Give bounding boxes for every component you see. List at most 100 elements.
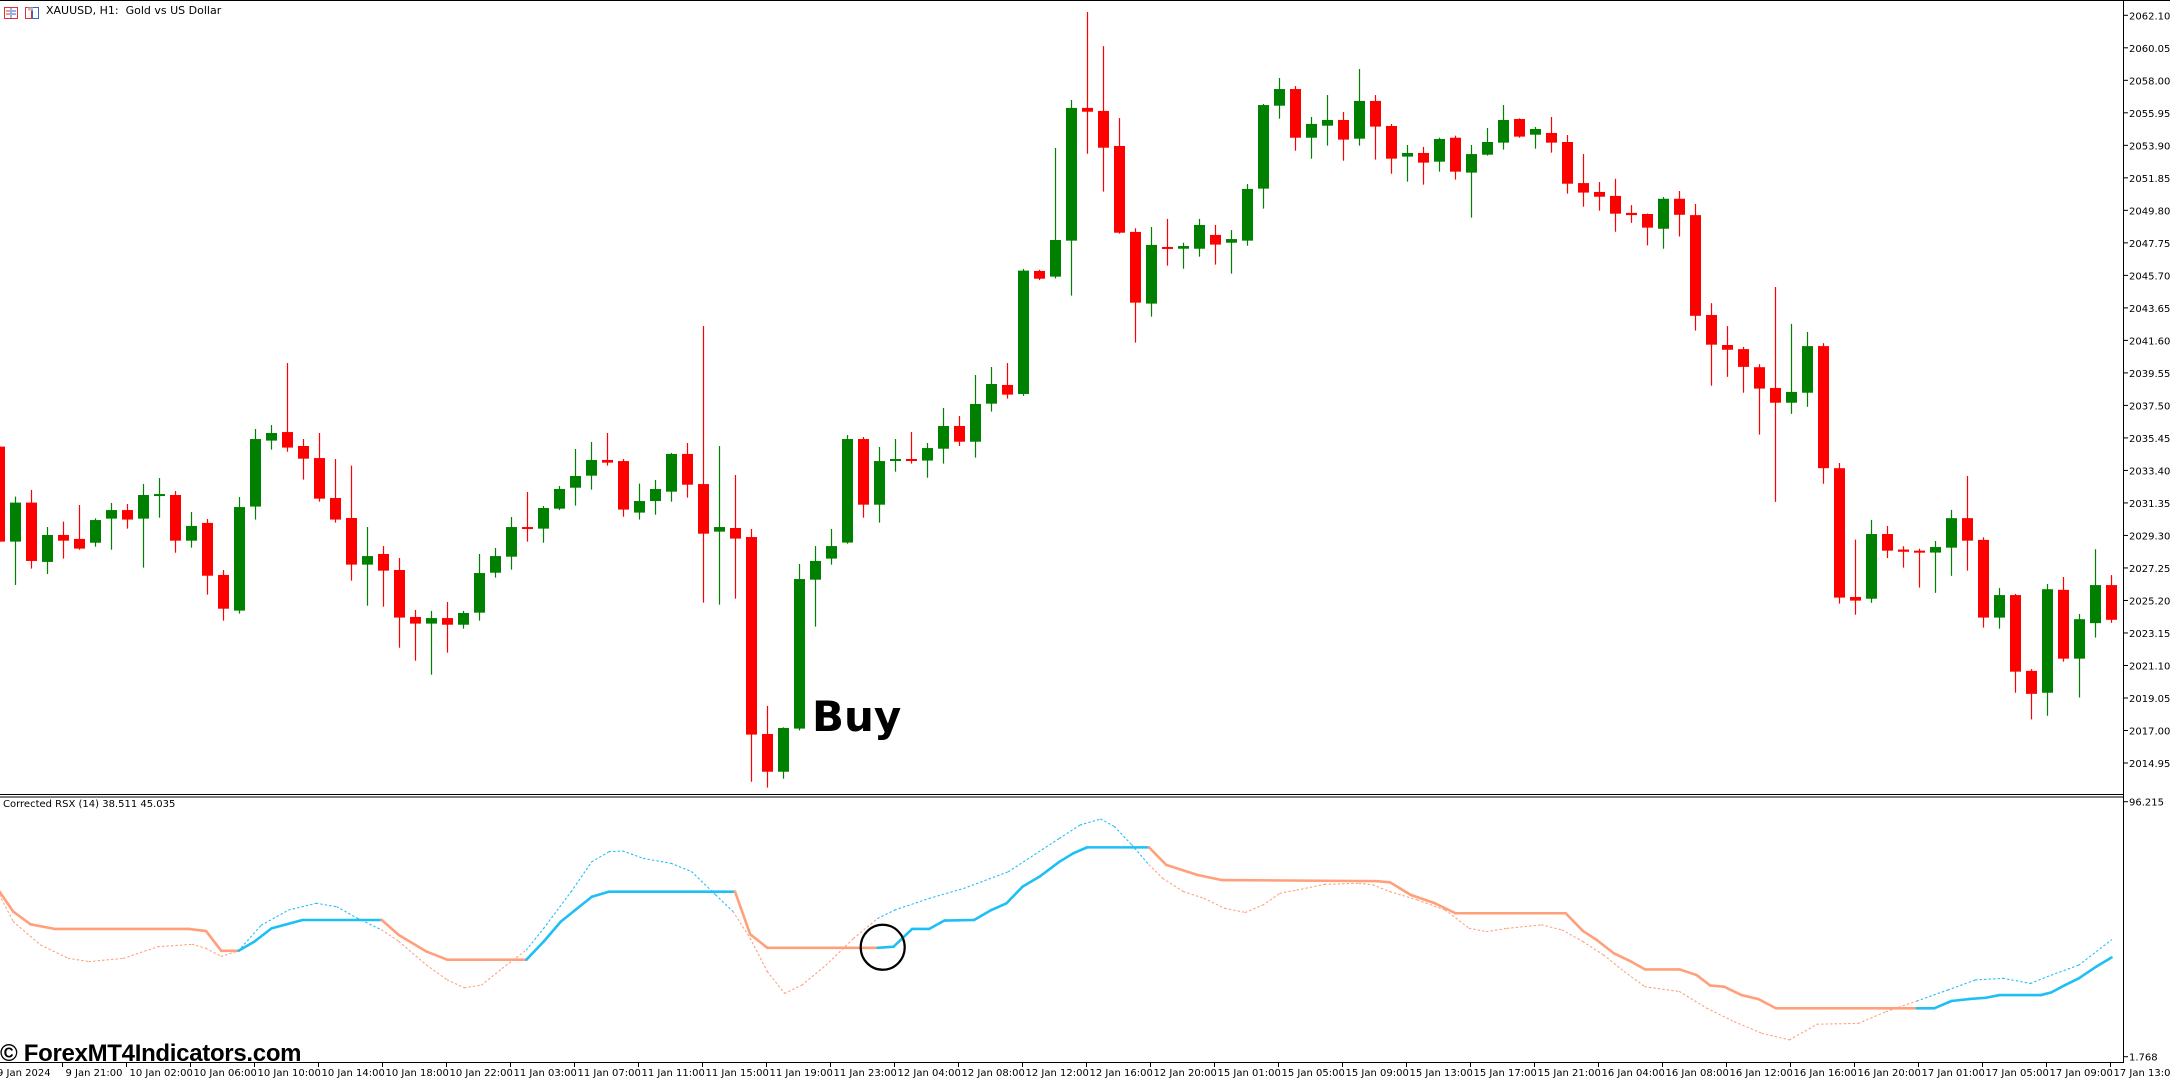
candle[interactable] (618, 459, 629, 517)
candle[interactable] (1338, 112, 1349, 161)
candle[interactable] (1034, 269, 1045, 281)
candle[interactable] (1386, 123, 1397, 174)
candle[interactable] (250, 429, 261, 520)
candle[interactable] (922, 442, 933, 478)
candle[interactable] (1450, 135, 1461, 180)
candle[interactable] (1674, 191, 1685, 237)
candle[interactable] (1514, 118, 1525, 138)
candle[interactable] (426, 610, 437, 675)
candle[interactable] (1802, 331, 1813, 407)
candle[interactable] (58, 521, 69, 559)
candle[interactable] (1146, 227, 1157, 317)
candle[interactable] (1434, 137, 1445, 172)
candle[interactable] (442, 602, 453, 653)
candle[interactable] (1946, 509, 1957, 576)
candle[interactable] (730, 475, 741, 599)
indicator-axis[interactable]: 96.215 1.768 (2123, 798, 2164, 1064)
candle[interactable] (394, 557, 405, 648)
candle[interactable] (810, 546, 821, 627)
candle[interactable] (346, 465, 357, 581)
candle[interactable] (1498, 105, 1509, 150)
candle[interactable] (874, 446, 885, 523)
candle[interactable] (1562, 135, 1573, 194)
candle[interactable] (986, 367, 997, 412)
candle[interactable] (474, 553, 485, 621)
candle[interactable] (1274, 77, 1285, 119)
candle[interactable] (74, 504, 85, 550)
price-axis[interactable]: 2062.10 2060.05 2058.00 2055.95 2053.90 2051.… (2123, 11, 2170, 770)
chart-window-icon[interactable] (25, 4, 39, 19)
candle[interactable] (2074, 613, 2085, 698)
candle[interactable] (10, 496, 21, 585)
candle[interactable] (362, 527, 373, 606)
candle[interactable] (410, 609, 421, 661)
candle[interactable] (138, 484, 149, 568)
candle[interactable] (1018, 269, 1029, 396)
candle[interactable] (1418, 146, 1429, 185)
candle[interactable] (266, 425, 277, 450)
candle[interactable] (1930, 540, 1941, 593)
candle[interactable] (634, 483, 645, 520)
candle[interactable] (1466, 145, 1477, 218)
candle[interactable] (1258, 103, 1269, 209)
candle[interactable] (1306, 116, 1317, 159)
candle[interactable] (1354, 69, 1365, 146)
candle[interactable] (1082, 11, 1093, 154)
candle[interactable] (1642, 213, 1653, 246)
candle[interactable] (522, 491, 533, 542)
candle[interactable] (954, 416, 965, 447)
candle[interactable] (1546, 116, 1557, 153)
candle[interactable] (1834, 462, 1845, 604)
candle[interactable] (1866, 519, 1877, 603)
candle[interactable] (506, 517, 517, 570)
candle[interactable] (970, 374, 981, 458)
candle[interactable] (1850, 539, 1861, 615)
candle[interactable] (1786, 323, 1797, 414)
candle[interactable] (2042, 583, 2053, 716)
candle[interactable] (906, 432, 917, 464)
candle[interactable] (1962, 475, 1973, 571)
candle[interactable] (1770, 286, 1781, 502)
candle[interactable] (1690, 204, 1701, 331)
candle[interactable] (1898, 546, 1909, 568)
candle[interactable] (330, 459, 341, 523)
candle[interactable] (1162, 218, 1173, 266)
candle[interactable] (698, 325, 709, 603)
candle[interactable] (1178, 242, 1189, 269)
candle[interactable] (1402, 145, 1413, 182)
candle[interactable] (666, 452, 677, 502)
candle[interactable] (106, 502, 117, 550)
candle[interactable] (1610, 178, 1621, 232)
candle[interactable] (842, 435, 853, 544)
candle[interactable] (186, 511, 197, 548)
candle[interactable] (314, 432, 325, 502)
candle[interactable] (1322, 95, 1333, 146)
candle[interactable] (26, 489, 37, 569)
candle[interactable] (1210, 224, 1221, 265)
candle[interactable] (458, 610, 469, 629)
candle[interactable] (586, 442, 597, 490)
candle[interactable] (778, 727, 789, 779)
candle[interactable] (1482, 128, 1493, 156)
candle[interactable] (1706, 303, 1717, 386)
candle[interactable] (938, 407, 949, 464)
candle[interactable] (298, 439, 309, 480)
candle[interactable] (1594, 181, 1605, 211)
candle[interactable] (90, 518, 101, 547)
candle[interactable] (122, 504, 133, 529)
candle[interactable] (1370, 95, 1381, 160)
candle[interactable] (490, 547, 501, 578)
candle[interactable] (1578, 154, 1589, 207)
candle[interactable] (570, 449, 581, 506)
chart-list-icon[interactable] (4, 4, 18, 19)
candle[interactable] (538, 505, 549, 543)
candle[interactable] (1738, 346, 1749, 393)
candle[interactable] (826, 528, 837, 565)
candle[interactable] (2058, 576, 2069, 662)
candle[interactable] (1066, 99, 1077, 296)
candle[interactable] (1130, 228, 1141, 343)
candle[interactable] (714, 446, 725, 605)
candle[interactable] (282, 363, 293, 452)
candle[interactable] (1114, 118, 1125, 234)
